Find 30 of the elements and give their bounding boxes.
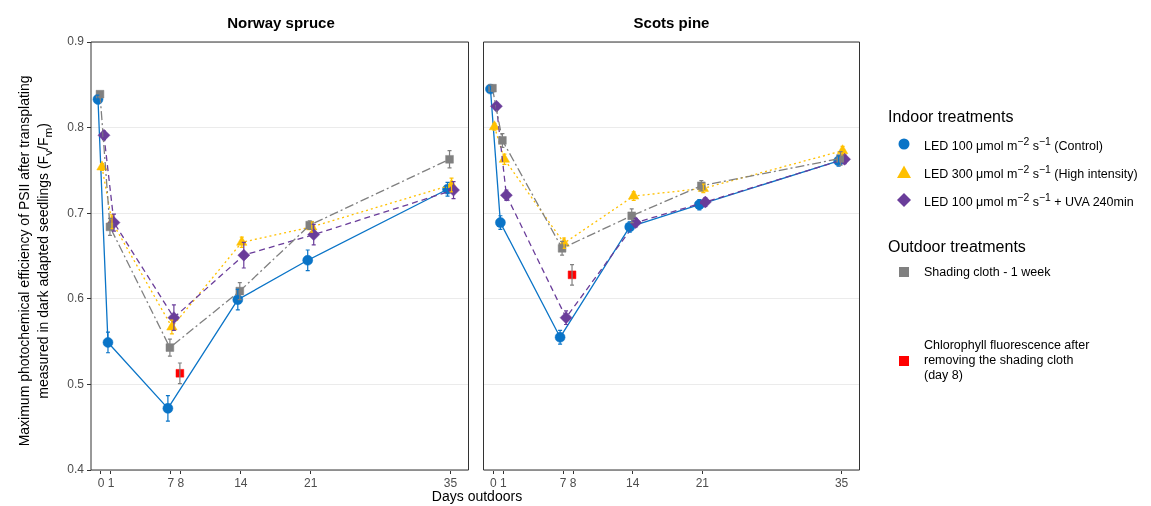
y-tick-label: 0.6 [67, 291, 85, 306]
x-tick-label: 8 [569, 475, 577, 490]
legend-label: LED 100 μmol m$^{−2}$ s$^{−1}$ + UVA 240min [924, 191, 1135, 211]
y-tick-label: 0.7 [67, 205, 85, 220]
x-tick-label: 7 [559, 475, 567, 490]
x-tick-label: 21 [695, 475, 710, 490]
legend-label: LED 300 μmol m$^{−2}$ s$^{−1}$ (High intensity) [924, 163, 1139, 183]
legend-label: Chlorophyll fluorescence after removing the shading cloth (day 8) [924, 338, 1091, 384]
x-tick-label: 35 [834, 475, 849, 490]
text: Indoor treatments [888, 108, 1014, 125]
x-tick-label: 0 [490, 475, 498, 490]
chart-title: Scots pine [632, 14, 711, 31]
text: Outdoor treatments [888, 238, 1026, 256]
x-tick-label: 14 [626, 475, 640, 490]
x-tick-label: 7 [167, 475, 175, 490]
x-tick-label: 8 [177, 475, 185, 490]
x-tick-label: 14 [234, 475, 248, 490]
x-tick-label: 1 [500, 475, 508, 490]
legend-label: Shading cloth - 1 week [924, 264, 1052, 280]
x-tick-label: 0 [97, 475, 105, 490]
x-tick-label: 35 [443, 475, 458, 490]
y-tick-label: 0.5 [67, 376, 85, 391]
y-tick-label: 0.9 [67, 34, 85, 49]
x-tick-label: 21 [304, 475, 318, 490]
chart-title: Norway spruce [226, 14, 336, 31]
y-tick-label: 0.4 [67, 462, 85, 477]
legend-label: LED 100 μmol m$^{−2}$ s$^{−1}$ (Control) [924, 135, 1104, 155]
y-tick-label: 0.8 [67, 119, 85, 134]
x-axis-title: Days outdoors [430, 488, 524, 504]
x-tick-label: 1 [107, 475, 115, 490]
